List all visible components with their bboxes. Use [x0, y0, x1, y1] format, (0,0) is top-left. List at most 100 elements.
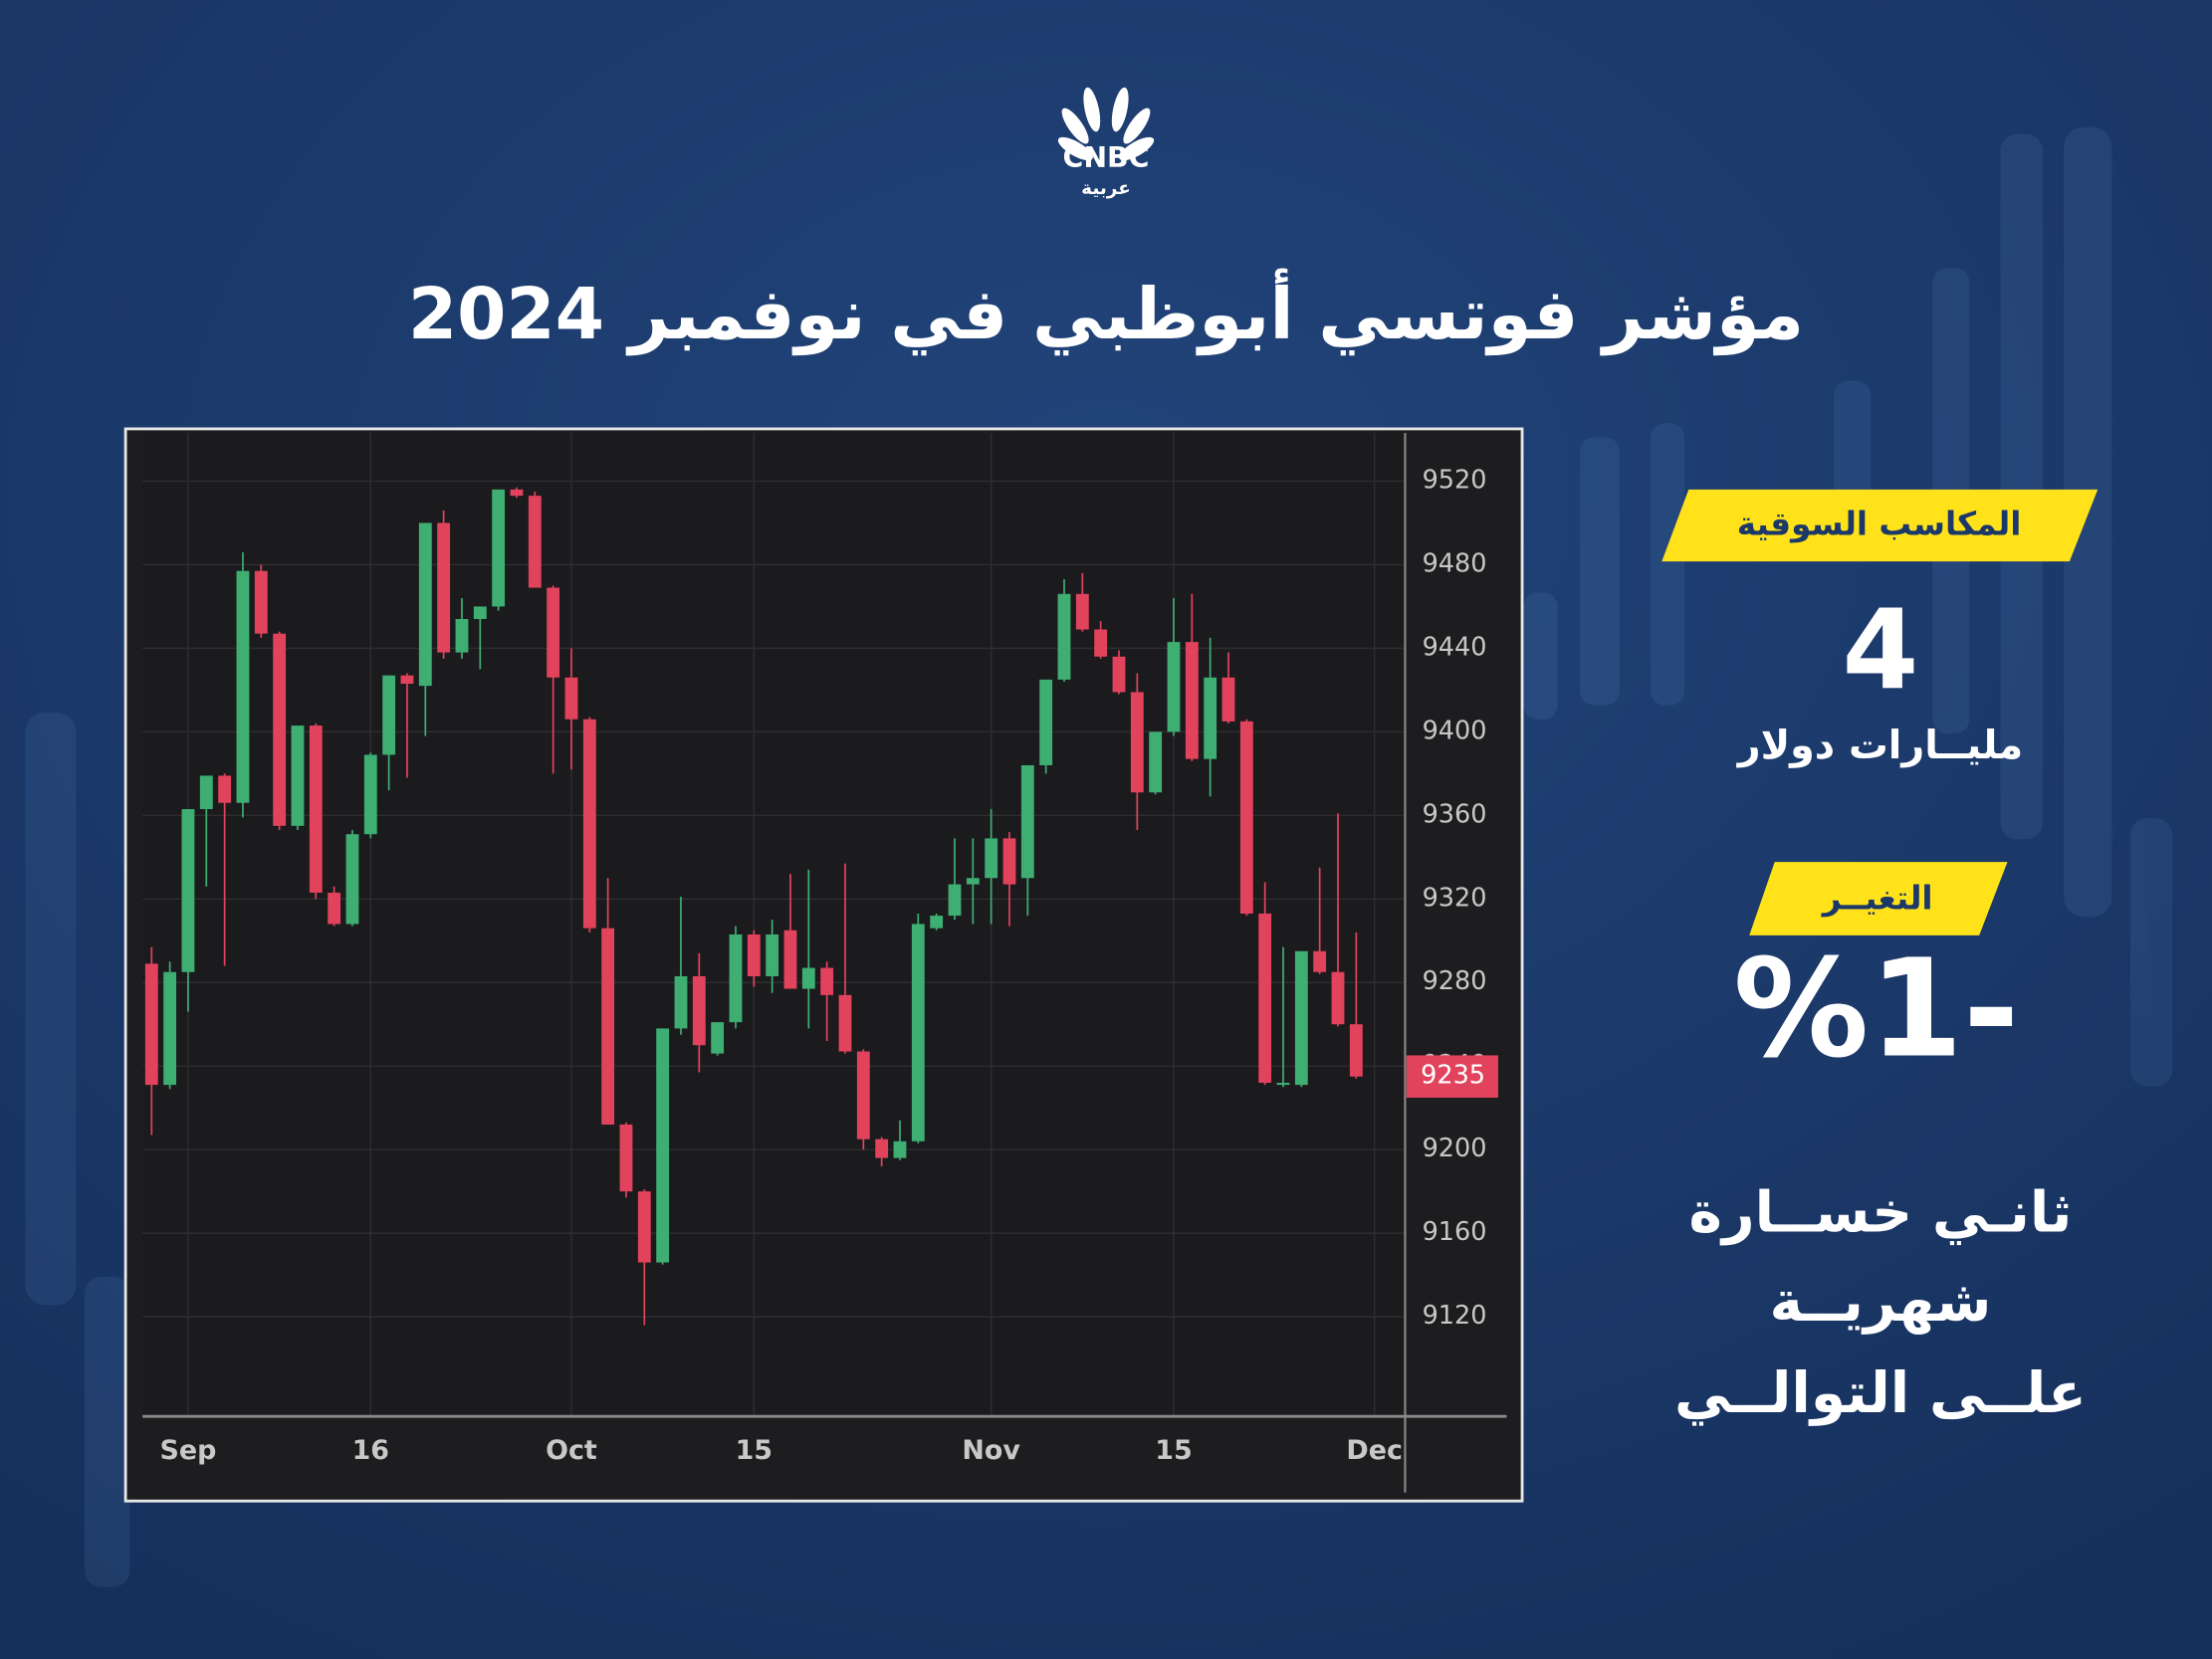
candle-body	[1094, 629, 1108, 657]
candle-body	[199, 775, 213, 810]
candle-body	[966, 878, 980, 885]
candle-body	[492, 489, 506, 607]
candle-body	[254, 570, 268, 634]
candle-body	[345, 834, 359, 925]
x-tick-label: Dec	[1346, 1435, 1403, 1466]
candle-body	[218, 775, 232, 803]
note-line: ثانـي خســارة	[1689, 1180, 2073, 1246]
candle-body	[1057, 593, 1071, 680]
candle-body	[692, 975, 706, 1046]
candle-body	[400, 675, 414, 685]
candle-body	[1221, 677, 1235, 722]
x-tick-label: Sep	[160, 1435, 217, 1466]
candle-body	[437, 522, 451, 653]
candle-body	[418, 522, 432, 687]
candle-body	[656, 1028, 670, 1263]
candle-body	[948, 884, 962, 917]
y-tick-label: 9200	[1423, 1134, 1487, 1163]
candle-body	[510, 489, 524, 497]
title: مؤشر فوتسي أبوظبي في نوفمبر 2024	[408, 268, 1804, 356]
candle-body	[838, 994, 852, 1052]
candle-body	[801, 967, 815, 989]
candle-body	[619, 1124, 633, 1192]
candle-body	[1020, 764, 1034, 879]
candle-body	[729, 933, 743, 1023]
candle-body	[893, 1141, 907, 1158]
note-line: شهريــة	[1770, 1269, 1992, 1335]
candle-body	[1112, 656, 1126, 693]
candle-body	[1294, 950, 1308, 1086]
last-price-label: 9235	[1421, 1061, 1485, 1091]
candle-body	[1149, 731, 1163, 793]
candle-body	[1002, 838, 1016, 885]
x-tick-label: 15	[1155, 1435, 1192, 1466]
x-tick-label: Nov	[962, 1435, 1020, 1466]
candle-body	[637, 1191, 651, 1263]
gains-label: المكاسب السوقية	[1737, 506, 2022, 543]
candle-body	[1185, 642, 1199, 759]
change-value: %1-	[1733, 932, 2019, 1089]
candle-body	[1039, 679, 1053, 765]
candle-body	[711, 1022, 725, 1054]
candle-body	[382, 675, 396, 755]
x-tick-label: 16	[352, 1435, 389, 1466]
chart: 9120916092009240928093209360940094409480…	[142, 433, 1498, 1466]
gains-value: 4	[1843, 586, 1919, 715]
candle-body	[547, 587, 560, 678]
stats: المكاسب السوقية 4 مليــارات دولار التغيـ…	[1661, 489, 2099, 1426]
candle-body	[985, 838, 998, 879]
candle-body	[1204, 677, 1217, 759]
candle-body	[601, 928, 615, 1125]
logo: CNBC عربية	[1057, 87, 1155, 199]
candle-body	[930, 916, 944, 929]
candle-body	[911, 924, 925, 1141]
candle-body	[564, 677, 578, 720]
logo-subtitle: عربية	[1081, 178, 1131, 199]
candle-body	[856, 1051, 870, 1140]
candle-body	[1258, 913, 1272, 1084]
candle-body	[783, 930, 797, 989]
y-tick-label: 9400	[1423, 716, 1487, 745]
y-tick-label: 9480	[1423, 548, 1487, 578]
y-tick-label: 9280	[1423, 966, 1487, 996]
candle-body	[163, 971, 177, 1086]
candle-body	[820, 967, 834, 995]
candle-body	[1167, 642, 1181, 732]
candle-body	[309, 726, 323, 893]
candle-body	[455, 619, 469, 653]
x-tick-label: 15	[736, 1435, 773, 1466]
last-price-tag	[1406, 1055, 1498, 1098]
candle-body	[1239, 721, 1253, 914]
candle-body	[236, 570, 250, 803]
candle-body	[1313, 950, 1327, 972]
candle-body	[1276, 1083, 1290, 1086]
candle-body	[181, 809, 195, 972]
y-tick-label: 9440	[1423, 632, 1487, 662]
candle-body	[582, 719, 596, 929]
candle-body	[1075, 593, 1089, 630]
logo-name: CNBC	[1063, 141, 1150, 174]
gains-tag	[1661, 489, 2099, 562]
change-label: التغيــر	[1821, 879, 1933, 917]
candle-body	[291, 726, 305, 826]
y-tick-label: 9360	[1423, 799, 1487, 829]
y-tick-label: 9520	[1423, 465, 1487, 495]
background-decoration	[25, 126, 2173, 1587]
gains-unit: مليــارات دولار	[1736, 723, 2023, 768]
note-line: علــى التوالــي	[1674, 1360, 2087, 1426]
candle-body	[1331, 971, 1345, 1025]
candle-body	[363, 754, 377, 835]
y-tick-label: 9320	[1423, 883, 1487, 913]
candle-body	[273, 633, 287, 826]
candle-body	[875, 1139, 889, 1158]
candle-body	[766, 933, 779, 976]
candle-body	[747, 933, 761, 976]
y-tick-label: 9160	[1423, 1217, 1487, 1247]
candle-body	[1130, 692, 1144, 793]
x-tick-label: Oct	[546, 1435, 597, 1466]
change-tag	[1749, 862, 2008, 935]
candle-body	[328, 892, 341, 925]
candle-body	[1349, 1024, 1363, 1077]
candle-body	[528, 496, 542, 588]
